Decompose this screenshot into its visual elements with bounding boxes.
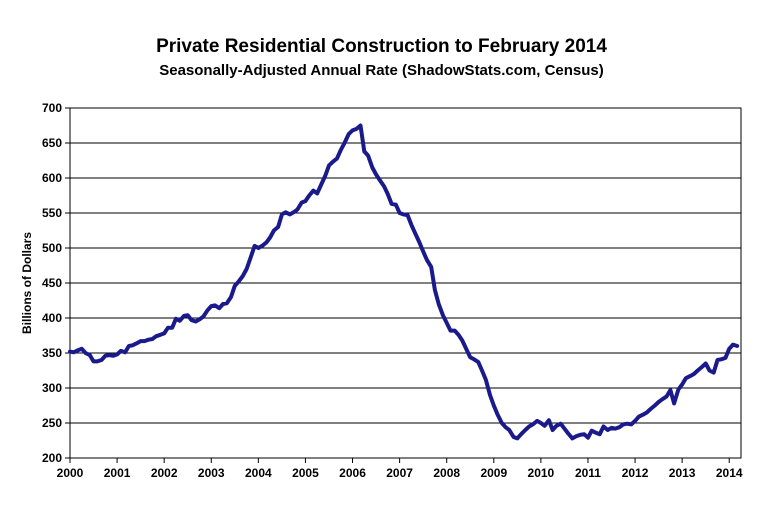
x-tick-label: 2013 [669,466,696,480]
y-tick-label: 250 [42,416,62,430]
x-tick-label: 2007 [386,466,413,480]
x-tick-label: 2012 [622,466,649,480]
x-tick-label: 2005 [292,466,319,480]
series-line [68,123,740,441]
x-tick-label: 2011 [575,466,601,480]
gridlines [70,142,741,424]
y-tick-label: 650 [42,136,62,150]
x-tick-label: 2000 [57,466,84,480]
x-tick-label: 2008 [433,466,460,480]
y-tick-label: 450 [42,276,62,290]
x-tick-label: 2009 [480,466,507,480]
y-axis-label: Billions of Dollars [20,232,34,334]
y-tick-label: 550 [42,206,62,220]
chart-title: Private Residential Construction to Febr… [156,36,607,57]
y-tick-label: 350 [42,346,62,360]
x-tick-label: 2010 [528,466,555,480]
x-tick-label: 2001 [104,466,131,480]
y-tick-label: 200 [42,451,62,465]
y-axis-ticks: 200 250 300 350 400 450 500 550 600 650 700 [42,101,70,465]
y-tick-label: 300 [42,381,62,395]
chart-subtitle: Seasonally-Adjusted Annual Rate (ShadowS… [159,62,604,79]
y-tick-label: 500 [42,241,62,255]
x-axis-ticks: 2000 2001 2002 2003 2004 2005 2006 2007 2008 2009… [57,458,743,480]
x-tick-label: 2006 [339,466,366,480]
y-tick-label: 600 [42,171,62,185]
y-tick-label: 400 [42,311,62,325]
x-tick-label: 2004 [245,466,272,480]
x-tick-label: 2014 [716,466,743,480]
x-tick-label: 2002 [151,466,178,480]
x-tick-label: 2003 [198,466,225,480]
y-tick-label: 700 [42,101,62,115]
